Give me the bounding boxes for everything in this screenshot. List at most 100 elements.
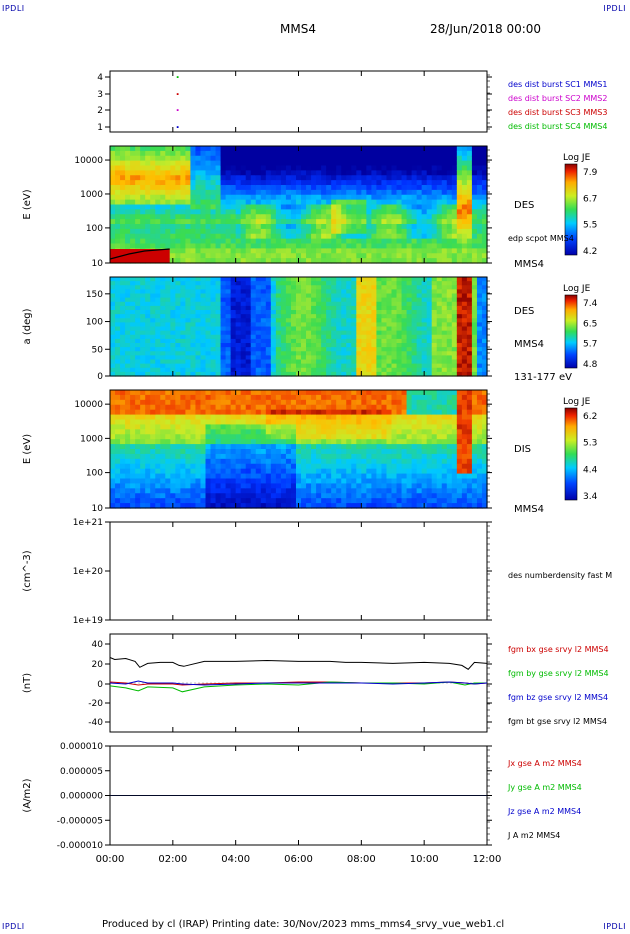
xtick-label: 12:00 bbox=[473, 854, 502, 865]
burst-point bbox=[176, 93, 179, 95]
panel-frame-density bbox=[109, 521, 488, 621]
legend-entry: fgm bz gse srvy l2 MMS4 bbox=[508, 693, 608, 702]
burst-point bbox=[176, 126, 179, 128]
panel-label: DIS bbox=[514, 444, 531, 455]
ytick-label-current: 0.000000 bbox=[60, 792, 103, 802]
ytick-label-des_pitch: 0 bbox=[97, 372, 103, 382]
colorbar-title: Log JE bbox=[563, 397, 591, 407]
ytick-label-dis_energy: 1000 bbox=[80, 434, 103, 444]
legend-entry: Jy gse A m2 MMS4 bbox=[507, 783, 582, 792]
panel-label: MMS4 bbox=[514, 339, 544, 350]
ytick-label-current: -0.000005 bbox=[57, 816, 103, 826]
scpot-line bbox=[109, 248, 170, 260]
legend-entry: des dist burst SC3 MMS3 bbox=[508, 108, 607, 117]
ylabel-current: (A/m2) bbox=[22, 778, 33, 812]
colorbar-tick: 5.7 bbox=[583, 340, 597, 350]
panel-label: 131-177 eV bbox=[514, 372, 572, 383]
corner-label-tl: IPDLI bbox=[2, 4, 25, 13]
ytick-label-density: 1e+19 bbox=[73, 616, 104, 626]
colorbar-tick: 7.9 bbox=[583, 168, 598, 178]
colorbar-tick: 6.5 bbox=[583, 319, 597, 329]
xtick-label: 04:00 bbox=[221, 854, 250, 865]
des-energy-spectrogram bbox=[110, 146, 488, 264]
ytick-label-des_pitch: 100 bbox=[86, 318, 103, 328]
dis-energy-spectrogram bbox=[110, 390, 488, 509]
ytick-label-burst: 2 bbox=[97, 106, 103, 116]
ytick-label-burst: 4 bbox=[97, 73, 103, 83]
ytick-label-des_pitch: 50 bbox=[92, 345, 104, 355]
colorbar-tick: 3.4 bbox=[583, 492, 598, 502]
ytick-label-current: -0.000010 bbox=[57, 841, 103, 851]
ytick-label-des_energy: 1000 bbox=[80, 190, 103, 200]
colorbar-title: Log JE bbox=[563, 284, 591, 294]
ytick-label-dis_energy: 100 bbox=[86, 469, 103, 479]
colorbar bbox=[564, 294, 578, 369]
ytick-label-des_pitch: 150 bbox=[86, 290, 103, 300]
ytick-label-current: 0.000010 bbox=[60, 742, 103, 752]
legend-entry: fgm bt gse srvy l2 MMS4 bbox=[508, 717, 607, 726]
legend-entry: des dist burst SC4 MMS4 bbox=[508, 122, 607, 131]
scpot-band bbox=[110, 249, 170, 263]
ytick-label-des_energy: 10 bbox=[92, 259, 104, 269]
scpot-overlay bbox=[109, 248, 170, 263]
colorbar-tick: 5.5 bbox=[583, 221, 597, 231]
panel-label: edp scpot MMS4 bbox=[508, 234, 574, 243]
legend-entry: des dist burst SC2 MMS2 bbox=[508, 94, 607, 103]
data-layer bbox=[109, 76, 578, 796]
legend-entry: fgm by gse srvy l2 MMS4 bbox=[508, 669, 609, 678]
panel-label: DES bbox=[514, 200, 534, 211]
xtick-label: 00:00 bbox=[96, 854, 125, 865]
panel-label: MMS4 bbox=[514, 504, 544, 515]
burst-point bbox=[176, 109, 179, 111]
ytick-label-burst: 1 bbox=[97, 123, 103, 133]
legend-entry: Jx gse A m2 MMS4 bbox=[507, 759, 582, 768]
colorbar-tick: 6.7 bbox=[583, 194, 597, 204]
panel-frame-burst bbox=[109, 70, 488, 133]
colorbar-tick: 4.2 bbox=[583, 247, 597, 257]
colorbar bbox=[564, 163, 578, 256]
corner-label-bl: IPDLI bbox=[2, 922, 25, 931]
ytick-label-density: 1e+20 bbox=[73, 567, 104, 577]
series-line bbox=[109, 657, 488, 670]
panel-label: MMS4 bbox=[514, 259, 544, 270]
spectrogram-layer bbox=[109, 146, 488, 509]
ylabel-density: (cm^-3) bbox=[22, 550, 33, 591]
ytick-label-dis_energy: 10000 bbox=[74, 400, 103, 410]
xtick-label: 08:00 bbox=[347, 854, 376, 865]
ylabel-des_pitch: a (deg) bbox=[22, 308, 33, 344]
ytick-label-bfield: 20 bbox=[92, 660, 104, 670]
ytick-label-current: 0.000005 bbox=[60, 767, 103, 777]
xtick-label: 06:00 bbox=[284, 854, 313, 865]
ylabel-dis_energy: E (eV) bbox=[22, 434, 33, 464]
legend-entry: J A m2 MMS4 bbox=[507, 831, 560, 840]
series-line bbox=[109, 680, 488, 686]
colorbar-tick: 7.4 bbox=[583, 299, 598, 309]
date-title: 28/Jun/2018 00:00 bbox=[430, 22, 542, 36]
ytick-label-des_energy: 10000 bbox=[74, 156, 103, 166]
corner-label-br: IPDLI bbox=[603, 922, 626, 931]
mission-title: MMS4 bbox=[280, 22, 316, 36]
xtick-label: 10:00 bbox=[410, 854, 439, 865]
footer-credit: Produced by cl (IRAP) Printing date: 30/… bbox=[102, 919, 505, 930]
ylabel-bfield: (nT) bbox=[22, 673, 33, 693]
ytick-label-bfield: -40 bbox=[88, 718, 103, 728]
burst-point bbox=[176, 76, 179, 78]
colorbar-tick: 4.8 bbox=[583, 360, 598, 370]
ytick-label-des_energy: 100 bbox=[86, 224, 103, 234]
ylabel-des_energy: E (eV) bbox=[22, 189, 33, 219]
ytick-label-bfield: -20 bbox=[88, 699, 103, 709]
xtick-label: 02:00 bbox=[158, 854, 187, 865]
corner-label-tr: IPDLI bbox=[603, 4, 626, 13]
panel-label: DES bbox=[514, 306, 534, 317]
legend-entry: fgm bx gse srvy l2 MMS4 bbox=[508, 645, 609, 654]
ytick-label-bfield: 40 bbox=[92, 640, 104, 650]
des-pitch-spectrogram bbox=[110, 277, 488, 377]
colorbar-tick: 6.2 bbox=[583, 412, 597, 422]
colorbar-tick: 5.3 bbox=[583, 439, 597, 449]
colorbar bbox=[564, 407, 578, 501]
colorbar-tick: 4.4 bbox=[583, 465, 598, 475]
density-label: des numberdensity fast M bbox=[508, 571, 612, 580]
ytick-label-dis_energy: 10 bbox=[92, 504, 104, 514]
